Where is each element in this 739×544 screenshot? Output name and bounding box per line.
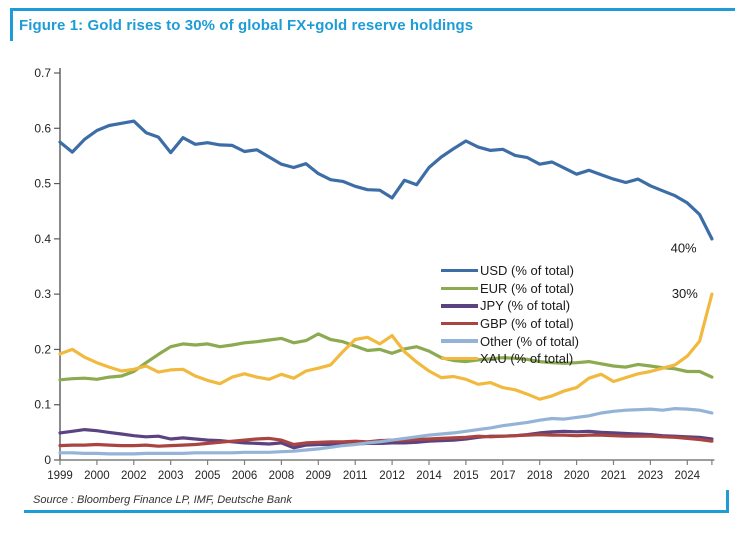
legend-swatch-jpy: [441, 304, 478, 308]
legend-item-usd: USD (% of total): [441, 262, 651, 280]
legend-label-eur: EUR (% of total): [480, 280, 574, 296]
x-tick-label: 2015: [453, 470, 479, 482]
source-text: Source : Bloomberg Finance LP, IMF, Deut…: [33, 494, 292, 506]
legend-swatch-other: [441, 339, 478, 343]
y-tick-label: 0.5: [34, 177, 51, 191]
annotation-30pct: 30%: [672, 286, 698, 301]
usd-line: [58, 119, 714, 241]
legend-item-gbp: GBP (% of total): [441, 315, 651, 333]
x-tick-label: 2005: [195, 470, 221, 482]
x-tick-label: 2011: [343, 470, 368, 482]
x-tick-label: 2012: [379, 470, 405, 482]
x-tick-label: 2003: [158, 470, 184, 482]
y-tick-label: 0.2: [34, 342, 51, 356]
legend-swatch-gbp: [441, 321, 478, 326]
legend-item-eur: EUR (% of total): [441, 280, 651, 298]
legend-item-jpy: JPY (% of total): [441, 297, 651, 315]
x-tick-label: 2014: [416, 470, 442, 482]
legend-label-other: Other (% of total): [480, 333, 579, 349]
figure-title-block: Figure 1: Gold rises to 30% of global FX…: [10, 8, 735, 41]
y-tick-label: 0.3: [34, 287, 51, 301]
jpy-line: [58, 428, 714, 450]
y-tick-label: 0.1: [34, 398, 51, 412]
legend-swatch-eur: [441, 286, 478, 291]
y-tick-label: 0.4: [34, 232, 51, 246]
x-tick-label: 2017: [490, 470, 516, 482]
y-tick-label: 0.6: [34, 121, 51, 135]
x-tick-label: 2006: [232, 470, 258, 482]
figure-title: Figure 1: Gold rises to 30% of global FX…: [19, 17, 474, 34]
y-tick-label: 0.7: [34, 66, 51, 80]
x-tick-label: 2023: [638, 470, 664, 482]
legend-swatch-xau: [441, 357, 478, 361]
legend-label-usd: USD (% of total): [480, 263, 574, 279]
chart-legend: USD (% of total) EUR (% of total) JPY (% o…: [441, 262, 651, 368]
other-line: [58, 407, 714, 456]
legend-swatch-usd: [441, 269, 478, 273]
chart-canvas: 0 0.1 0.2 0.3 0.4 0.5 0.6 0.7 1999 2000 2002 2003 20…: [34, 66, 715, 482]
x-tick-label: 2008: [269, 470, 295, 482]
x-tick-label: 2000: [84, 470, 110, 482]
x-tick-label: 2020: [564, 470, 590, 482]
legend-label-xau: XAU (% of total): [480, 351, 574, 367]
annotation-40pct: 40%: [671, 240, 697, 255]
legend-label-gbp: GBP (% of total): [480, 316, 574, 332]
x-tick-label: 2002: [121, 470, 147, 482]
x-tick-label: 2021: [601, 470, 627, 482]
x-tick-label: 2018: [527, 470, 553, 482]
chart-area: 0 0.1 0.2 0.3 0.4 0.5 0.6 0.7 1999 2000 2002 2003 20…: [0, 56, 739, 496]
source-block: Source : Bloomberg Finance LP, IMF, Deut…: [24, 490, 729, 513]
y-tick-label: 0: [44, 453, 51, 467]
xau-line: [58, 292, 714, 401]
x-tick-label: 1999: [47, 470, 73, 482]
legend-item-other: Other (% of total): [441, 332, 651, 350]
x-tick-label: 2009: [306, 470, 332, 482]
x-tick-label: 2024: [675, 470, 701, 482]
eur-line: [58, 332, 714, 382]
legend-label-jpy: JPY (% of total): [480, 298, 571, 314]
legend-item-xau: XAU (% of total): [441, 350, 651, 368]
